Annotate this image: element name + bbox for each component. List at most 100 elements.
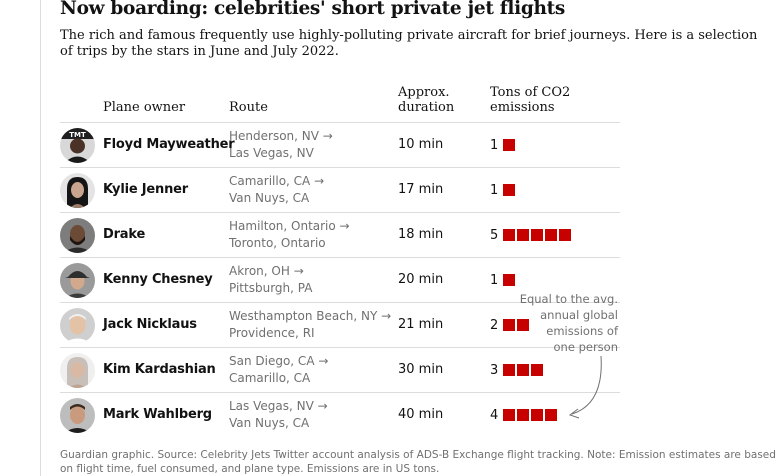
svg-text:TMT: TMT bbox=[69, 131, 86, 139]
table-row: TMT Floyd Mayweather Henderson, NV → Las… bbox=[60, 122, 620, 167]
duration: 30 min bbox=[398, 362, 444, 377]
header-duration-line1: Approx. bbox=[398, 85, 450, 100]
duration: 21 min bbox=[398, 317, 444, 332]
emission-square bbox=[503, 274, 515, 286]
avatar bbox=[60, 398, 95, 433]
portrait-icon bbox=[60, 398, 95, 433]
emission-square bbox=[503, 139, 515, 151]
emission-square bbox=[517, 364, 529, 376]
header-duration: Approx. duration bbox=[398, 85, 454, 115]
route-from: San Diego, CA → bbox=[229, 354, 329, 368]
emissions-value: 1 bbox=[490, 272, 499, 288]
emissions-value: 1 bbox=[490, 182, 499, 198]
route-to: Van Nuys, CA bbox=[229, 416, 310, 430]
emission-square bbox=[517, 409, 529, 421]
chart-subtitle: The rich and famous frequently use highl… bbox=[60, 28, 758, 59]
annotation-note: Equal to the avg. annual global emission… bbox=[498, 291, 618, 355]
header-route: Route bbox=[229, 100, 268, 115]
duration: 40 min bbox=[398, 407, 444, 422]
emission-square bbox=[559, 229, 571, 241]
emissions-squares bbox=[503, 319, 531, 331]
table-row: Jack Nicklaus Westhampton Beach, NY → Pr… bbox=[60, 302, 620, 347]
portrait-icon bbox=[60, 353, 95, 388]
annotation-line: one person bbox=[553, 340, 618, 354]
table-row: Kenny Chesney Akron, OH → Pittsburgh, PA… bbox=[60, 257, 620, 302]
route-to: Camarillo, CA bbox=[229, 371, 311, 385]
duration: 18 min bbox=[398, 227, 444, 242]
duration: 10 min bbox=[398, 137, 444, 152]
table-row: Kim Kardashian San Diego, CA → Camarillo… bbox=[60, 347, 620, 392]
emission-square bbox=[517, 229, 529, 241]
emission-square bbox=[545, 409, 557, 421]
footer-source-note: Guardian graphic. Source: Celebrity Jets… bbox=[60, 449, 776, 475]
emissions-value: 5 bbox=[490, 227, 499, 243]
route-from: Akron, OH → bbox=[229, 264, 304, 278]
emissions: 1 bbox=[490, 168, 517, 212]
avatar bbox=[60, 308, 95, 343]
route-from: Camarillo, CA → bbox=[229, 174, 325, 188]
emissions-squares bbox=[503, 409, 559, 421]
route-from: Henderson, NV → bbox=[229, 129, 333, 143]
route-from: Hamilton, Ontario → bbox=[229, 219, 350, 233]
emission-square bbox=[503, 364, 515, 376]
route-to: Providence, RI bbox=[229, 326, 315, 340]
owner-name: Kenny Chesney bbox=[103, 272, 213, 287]
table-row: Drake Hamilton, Ontario → Toronto, Ontar… bbox=[60, 212, 620, 257]
chart-title: Now boarding: celebrities' short private… bbox=[60, 0, 566, 19]
route-to: Van Nuys, CA bbox=[229, 191, 310, 205]
duration: 20 min bbox=[398, 272, 444, 287]
left-rule bbox=[40, 0, 41, 476]
route: Camarillo, CA → Van Nuys, CA bbox=[229, 173, 324, 207]
emissions-squares bbox=[503, 364, 545, 376]
annotation-arrow-icon bbox=[568, 355, 602, 419]
owner-name: Floyd Mayweather bbox=[103, 137, 235, 152]
route: San Diego, CA → Camarillo, CA bbox=[229, 353, 328, 387]
route: Hamilton, Ontario → Toronto, Ontario bbox=[229, 218, 350, 252]
emissions: 1 bbox=[490, 258, 517, 302]
avatar bbox=[60, 173, 95, 208]
owner-name: Jack Nicklaus bbox=[103, 317, 197, 332]
route: Akron, OH → Pittsburgh, PA bbox=[229, 263, 312, 297]
emissions-squares bbox=[503, 184, 517, 196]
annotation-line: annual global bbox=[540, 308, 618, 322]
table-row: Mark Wahlberg Las Vegas, NV → Van Nuys, … bbox=[60, 392, 620, 437]
duration: 17 min bbox=[398, 182, 444, 197]
emissions: 4 bbox=[490, 393, 559, 437]
route: Henderson, NV → Las Vegas, NV bbox=[229, 128, 333, 162]
route-from: Las Vegas, NV → bbox=[229, 399, 328, 413]
avatar: TMT bbox=[60, 128, 95, 163]
annotation-line: emissions of bbox=[546, 324, 618, 338]
portrait-icon bbox=[60, 263, 95, 298]
emissions: 5 bbox=[490, 213, 573, 257]
route: Las Vegas, NV → Van Nuys, CA bbox=[229, 398, 328, 432]
header-emissions-line1: Tons of CO2 bbox=[490, 85, 571, 100]
emission-square bbox=[531, 364, 543, 376]
route: Westhampton Beach, NY → Providence, RI bbox=[229, 308, 391, 342]
emissions: 3 bbox=[490, 348, 545, 392]
emission-square bbox=[503, 184, 515, 196]
portrait-icon bbox=[60, 173, 95, 208]
avatar bbox=[60, 263, 95, 298]
emissions-squares bbox=[503, 229, 573, 241]
emission-square bbox=[503, 229, 515, 241]
route-to: Toronto, Ontario bbox=[229, 236, 326, 250]
annotation-line: Equal to the avg. bbox=[519, 292, 618, 306]
table-row: Kylie Jenner Camarillo, CA → Van Nuys, C… bbox=[60, 167, 620, 212]
emissions-value: 3 bbox=[490, 362, 499, 378]
route-to: Las Vegas, NV bbox=[229, 146, 314, 160]
emission-square bbox=[503, 409, 515, 421]
portrait-icon bbox=[60, 218, 95, 253]
header-emissions-line2: emissions bbox=[490, 100, 555, 115]
owner-name: Kylie Jenner bbox=[103, 182, 188, 197]
portrait-icon: TMT bbox=[60, 128, 95, 163]
emission-square bbox=[517, 319, 529, 331]
emission-square bbox=[531, 409, 543, 421]
owner-name: Drake bbox=[103, 227, 146, 242]
emission-square bbox=[545, 229, 557, 241]
emissions-value: 2 bbox=[490, 317, 499, 333]
emissions: 2 bbox=[490, 303, 531, 347]
owner-name: Kim Kardashian bbox=[103, 362, 216, 377]
emission-square bbox=[503, 319, 515, 331]
emissions-value: 4 bbox=[490, 407, 499, 423]
header-plane-owner: Plane owner bbox=[103, 100, 186, 115]
